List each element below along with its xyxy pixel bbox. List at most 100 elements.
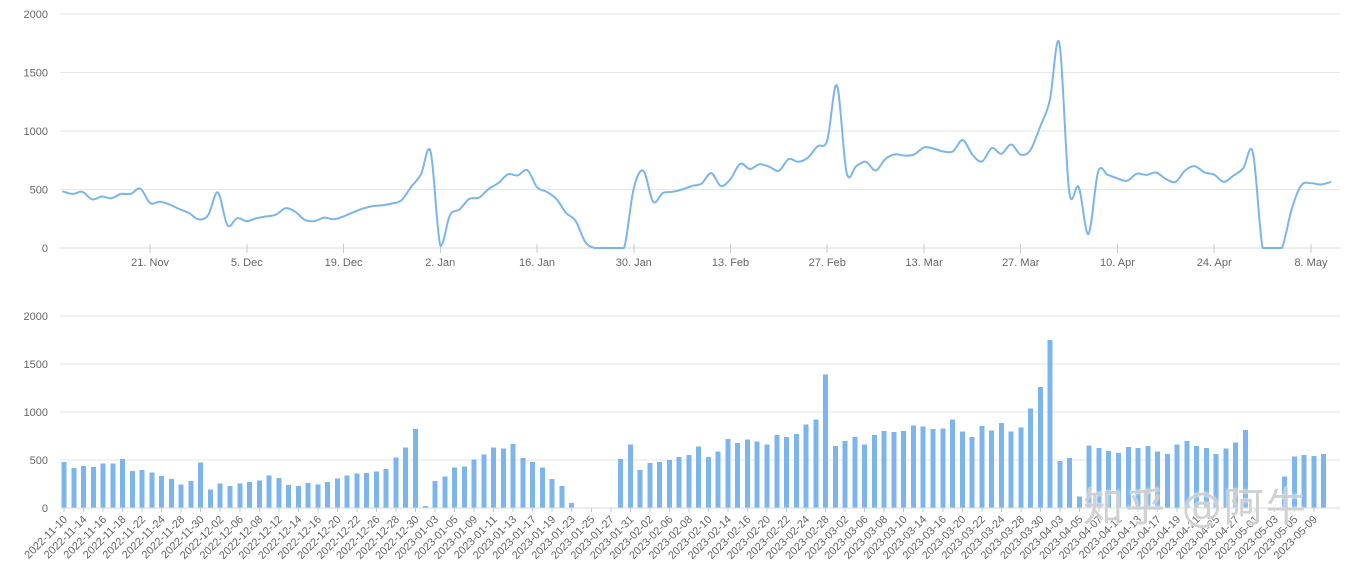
bar	[764, 444, 770, 508]
bar	[989, 430, 995, 508]
bar	[862, 444, 868, 508]
bar	[510, 444, 516, 508]
bar	[979, 426, 985, 508]
bar	[959, 431, 965, 508]
bar	[784, 437, 789, 508]
x-axis-label: 27. Mar	[1002, 257, 1040, 269]
bar	[1311, 455, 1317, 508]
x-axis-label: 16. Jan	[519, 257, 555, 269]
bar	[1125, 447, 1131, 508]
bar	[452, 467, 458, 508]
bar-chart-svg: 05001000150020002022-11-102022-11-142022…	[22, 311, 1340, 562]
x-axis-label: 13. Feb	[712, 257, 749, 269]
bar	[295, 485, 301, 508]
bar	[998, 423, 1004, 508]
y-axis-label: 1500	[24, 359, 48, 371]
bar	[71, 468, 77, 508]
bar	[168, 479, 174, 508]
bar	[325, 482, 331, 508]
bar	[696, 446, 702, 508]
bar	[471, 459, 477, 508]
bar	[1282, 476, 1287, 508]
bar	[1116, 452, 1121, 508]
bar	[637, 470, 643, 508]
y-axis-label: 1500	[24, 68, 48, 80]
x-axis-label: 24. Apr	[1197, 257, 1232, 269]
bar	[129, 471, 135, 508]
bar	[1242, 429, 1248, 508]
bar	[159, 476, 165, 508]
bar	[1008, 431, 1014, 508]
bar	[618, 459, 623, 508]
bar	[881, 431, 887, 508]
bar	[1213, 453, 1219, 508]
bar	[1106, 450, 1112, 508]
bar	[491, 447, 497, 508]
bar	[422, 506, 428, 508]
bar	[178, 484, 184, 508]
bar	[705, 457, 711, 508]
bar	[1174, 444, 1180, 508]
bar	[950, 419, 955, 508]
bar	[208, 489, 213, 508]
bar	[286, 485, 292, 508]
x-axis-label: 8. May	[1294, 257, 1328, 269]
bar	[920, 426, 926, 508]
y-axis-label: 0	[42, 503, 48, 515]
bar	[1135, 448, 1141, 508]
bar	[569, 503, 575, 508]
bar	[276, 478, 282, 508]
bar	[813, 419, 819, 508]
bar	[354, 473, 360, 508]
x-axis-label: 21. Nov	[131, 257, 169, 269]
x-axis-label: 30. Jan	[616, 257, 652, 269]
bar	[61, 461, 67, 508]
bar	[1018, 427, 1024, 508]
bar	[627, 444, 633, 508]
bar	[891, 432, 897, 508]
bar	[1203, 447, 1209, 508]
y-axis-label: 2000	[24, 311, 48, 323]
bar	[403, 447, 409, 508]
bar	[725, 438, 731, 508]
bar	[520, 458, 526, 508]
bar	[735, 443, 741, 508]
bar	[969, 437, 975, 508]
bar	[334, 478, 340, 508]
bar	[413, 429, 418, 508]
bar	[530, 461, 536, 508]
bar	[100, 463, 106, 508]
x-axis-label: 13. Mar	[905, 257, 943, 269]
bar-chart-panel: 0 500 1000 1500 2000 2022-11-10 2022-11-14 2022…	[0, 290, 1347, 587]
line-chart-panel: 0 500 1000 1500 2000 21. Nov 5. Dec 19. Dec 2. J…	[24, 9, 1340, 269]
bar	[364, 473, 370, 508]
bar	[315, 484, 321, 508]
bar	[1321, 454, 1327, 508]
bar	[500, 448, 506, 508]
bar	[1096, 448, 1102, 508]
bar	[442, 476, 448, 508]
bar	[1057, 461, 1063, 508]
bar	[539, 467, 545, 508]
y-axis-label: 2000	[24, 9, 48, 21]
bar	[81, 465, 86, 508]
bar	[120, 459, 126, 508]
x-axis-label: 5. Dec	[231, 257, 263, 269]
bar	[842, 440, 848, 508]
bar	[823, 374, 829, 508]
bar	[1086, 445, 1092, 508]
bar	[832, 446, 838, 508]
bar	[930, 428, 936, 508]
bar	[1164, 453, 1170, 508]
x-axis-label: 2. Jan	[425, 257, 455, 269]
bar	[676, 457, 682, 508]
bar	[1077, 496, 1082, 508]
bar	[666, 460, 672, 508]
bar	[481, 454, 487, 508]
bar	[1028, 408, 1034, 508]
bar	[305, 483, 311, 508]
y-axis-label: 0	[42, 243, 48, 255]
bar	[559, 485, 565, 508]
bar	[1145, 446, 1151, 508]
bar	[227, 485, 233, 508]
